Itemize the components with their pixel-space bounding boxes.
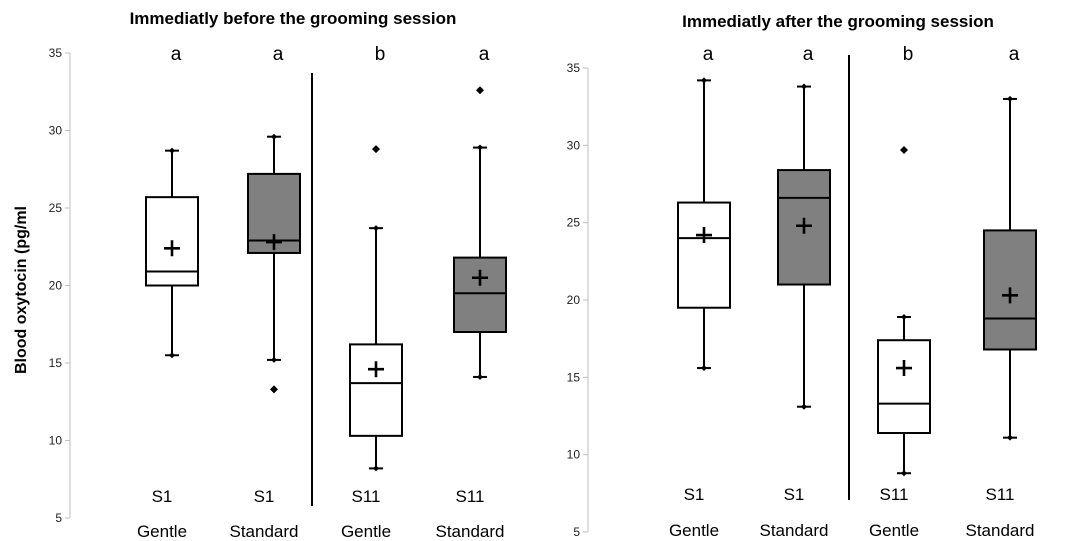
whisker-end-marker bbox=[801, 404, 807, 410]
group-label: Gentle bbox=[137, 522, 187, 541]
box-body bbox=[878, 340, 930, 433]
whisker-end-marker bbox=[169, 352, 175, 358]
session-label: S1 bbox=[684, 485, 705, 504]
significance-letter: a bbox=[1009, 44, 1020, 65]
whisker-end-marker bbox=[701, 365, 707, 371]
session-label: S1 bbox=[784, 485, 805, 504]
session-label: S11 bbox=[880, 485, 909, 504]
whisker-end-marker bbox=[373, 465, 379, 471]
whisker-end-marker bbox=[1007, 435, 1013, 441]
session-label: S11 bbox=[352, 487, 381, 506]
outlier-point bbox=[270, 385, 278, 393]
outlier-point bbox=[372, 145, 380, 153]
p1-chart-title: Immediatly before the grooming session bbox=[130, 9, 457, 28]
p1-y-tick-label: 20 bbox=[49, 279, 63, 293]
session-label: S11 bbox=[456, 487, 485, 506]
p2-y-tick-label: 5 bbox=[573, 525, 580, 539]
significance-letter: a bbox=[703, 44, 714, 65]
significance-letter: b bbox=[375, 44, 386, 65]
p2-box-4: a S11 Standard bbox=[966, 44, 1037, 540]
whisker-end-marker bbox=[477, 374, 483, 380]
outlier-point bbox=[476, 86, 484, 94]
p1-y-tick-label: 25 bbox=[49, 201, 63, 215]
whisker-end-marker bbox=[701, 77, 707, 83]
box-body bbox=[350, 344, 402, 435]
p2-y-tick-label: 10 bbox=[567, 448, 581, 462]
box-body bbox=[454, 258, 506, 332]
p1-box-3: b S11 Gentle bbox=[341, 44, 402, 541]
significance-letter: a bbox=[479, 44, 490, 65]
group-label: Gentle bbox=[669, 521, 719, 540]
group-label: Standard bbox=[230, 522, 299, 541]
significance-letter: b bbox=[903, 44, 914, 65]
y-axis-label: Blood oxytocin (pg/ml bbox=[13, 206, 30, 374]
p1-y-tick-label: 15 bbox=[49, 356, 63, 370]
group-label: Standard bbox=[966, 521, 1035, 540]
whisker-end-marker bbox=[901, 470, 907, 476]
whisker-end-marker bbox=[169, 148, 175, 154]
p1-y-tick-label: 5 bbox=[55, 511, 62, 525]
p2-box-2: a S1 Standard bbox=[760, 44, 831, 540]
p1-y-tick-label: 35 bbox=[49, 46, 63, 60]
significance-letter: a bbox=[273, 44, 284, 65]
p2-y-tick-label: 35 bbox=[567, 61, 581, 75]
session-label: S1 bbox=[254, 487, 275, 506]
p1-box-2: a S1 Standard bbox=[230, 44, 301, 541]
group-label: Standard bbox=[760, 521, 829, 540]
p2-y-tick-label: 30 bbox=[567, 138, 581, 152]
whisker-end-marker bbox=[373, 225, 379, 231]
session-label: S11 bbox=[986, 485, 1015, 504]
whisker-end-marker bbox=[271, 134, 277, 140]
p1-y-tick-label: 30 bbox=[49, 124, 63, 138]
p1-box-1: a S1 Gentle bbox=[137, 44, 198, 541]
p2-box-1: a S1 Gentle bbox=[669, 44, 730, 540]
whisker-end-marker bbox=[477, 145, 483, 151]
significance-letter: a bbox=[171, 44, 182, 65]
group-label: Gentle bbox=[341, 522, 391, 541]
box-body bbox=[678, 203, 730, 308]
outlier-point bbox=[900, 146, 908, 154]
p2-y-tick-label: 25 bbox=[567, 216, 581, 230]
p2-y-tick-label: 20 bbox=[567, 293, 581, 307]
group-label: Gentle bbox=[869, 521, 919, 540]
p1-y-tick-label: 10 bbox=[49, 434, 63, 448]
whisker-end-marker bbox=[901, 314, 907, 320]
p2-box-3: b S11 Gentle bbox=[869, 44, 930, 540]
session-label: S1 bbox=[152, 487, 173, 506]
p2-chart-title: Immediatly after the grooming session bbox=[682, 12, 994, 31]
whisker-end-marker bbox=[1007, 96, 1013, 102]
p2-y-tick-label: 15 bbox=[567, 370, 581, 384]
group-label: Standard bbox=[436, 522, 505, 541]
whisker-end-marker bbox=[801, 84, 807, 90]
whisker-end-marker bbox=[271, 357, 277, 363]
significance-letter: a bbox=[803, 44, 814, 65]
p1-box-4: a S11 Standard bbox=[436, 44, 507, 541]
